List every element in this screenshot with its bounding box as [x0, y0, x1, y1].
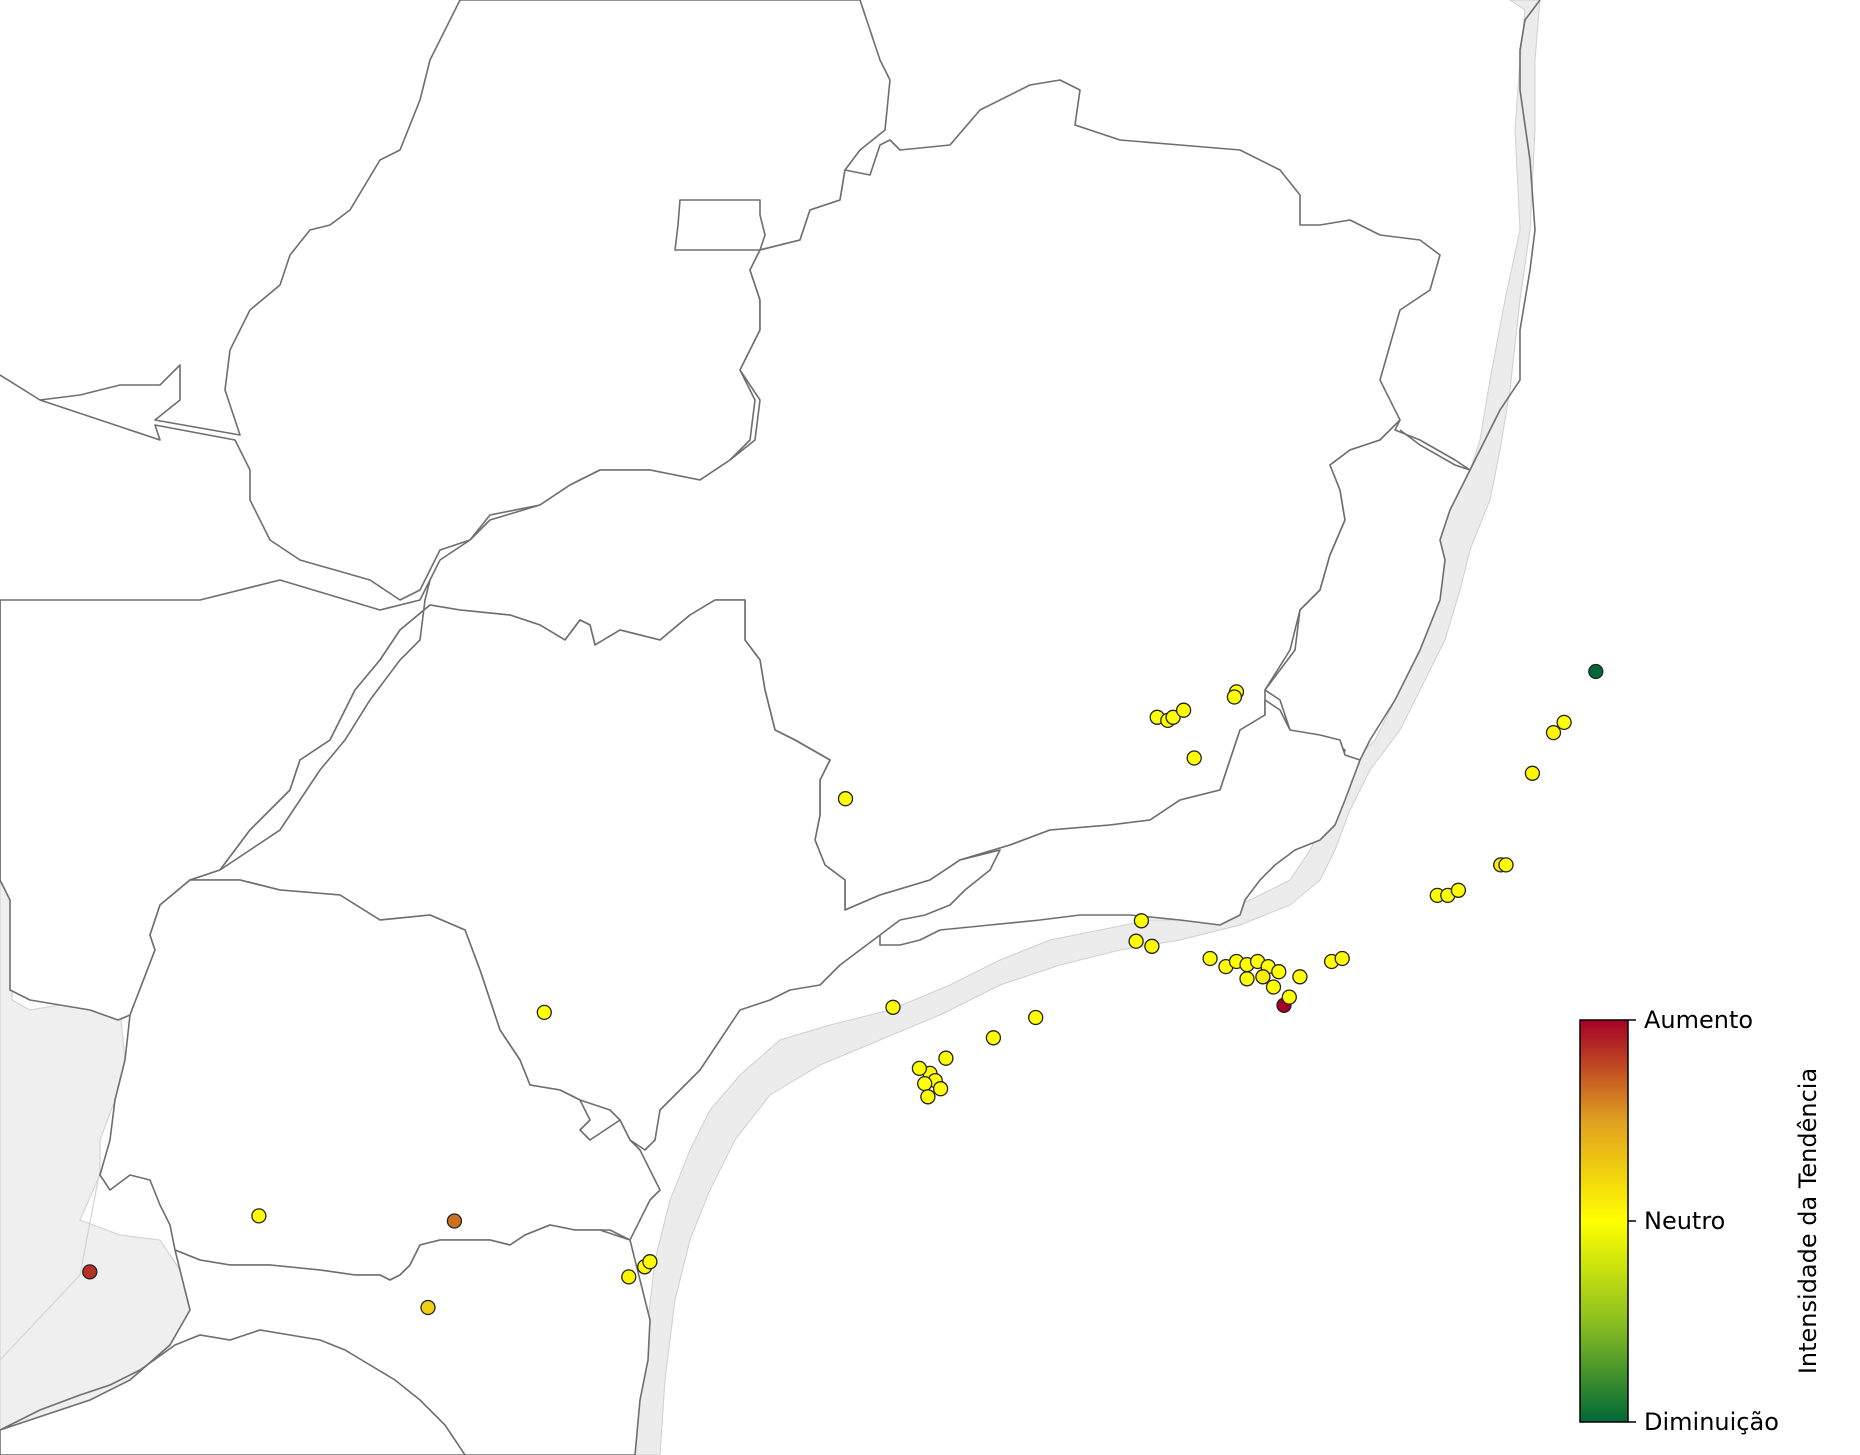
- station-marker: [1588, 663, 1604, 680]
- station-marker: [911, 1060, 928, 1077]
- station-marker: [932, 1081, 949, 1097]
- station-marker: [420, 1299, 436, 1316]
- state-espirito-santo: [1264, 419, 1471, 771]
- station-marker: [642, 1254, 658, 1270]
- state-parana: [99, 879, 661, 1281]
- state-federal-district: [674, 199, 766, 251]
- station-marker: [837, 791, 854, 807]
- station-marker: [536, 1004, 552, 1021]
- station-marker: [1028, 1009, 1044, 1026]
- station-marker: [1128, 933, 1144, 949]
- station-marker: [985, 1030, 1002, 1046]
- station-marker: [1133, 913, 1150, 929]
- station-markers: [82, 663, 1604, 1316]
- station-marker: [1175, 702, 1192, 718]
- station-marker: [82, 1264, 98, 1280]
- border-bahia-espirito-santo: [1399, 0, 1541, 471]
- station-marker: [1556, 714, 1572, 731]
- station-marker: [1255, 969, 1271, 985]
- station-marker: [1292, 969, 1308, 985]
- colorbar-title: Intensidade da Tendência: [1794, 1068, 1822, 1374]
- neighbor-border-line: [79, 1169, 101, 1276]
- station-marker: [1226, 689, 1243, 705]
- station-marker: [1498, 857, 1514, 873]
- station-marker: [1202, 950, 1218, 967]
- border-santa-catarina-rio-grande-do-sul: [0, 1329, 466, 1455]
- station-marker: [920, 1089, 936, 1105]
- station-marker: [1334, 950, 1350, 967]
- station-marker: [1186, 750, 1202, 766]
- station-marker: [251, 1208, 267, 1224]
- station-marker: [1144, 938, 1160, 954]
- station-marker: [1450, 882, 1467, 898]
- station-marker: [885, 999, 901, 1015]
- station-marker: [1524, 765, 1541, 781]
- neighbor-border-line: [0, 1274, 81, 1361]
- colorbar-ticks: Aumento Neutro Diminuição: [1628, 1006, 1779, 1436]
- colorbar-tick-label: Aumento: [1644, 1006, 1753, 1034]
- station-marker: [1265, 979, 1282, 995]
- station-marker: [917, 1075, 933, 1092]
- station-marker: [1545, 724, 1562, 741]
- border-goias-mato-grosso-do-sul: [0, 579, 431, 880]
- state-santa-catarina: [0, 1224, 651, 1455]
- colorbar-tick-label: Neutro: [1644, 1207, 1725, 1235]
- station-marker: [446, 1213, 463, 1229]
- colorbar-gradient: [1579, 1019, 1629, 1423]
- station-marker: [621, 1269, 637, 1285]
- station-marker: [1165, 709, 1181, 725]
- colorbar-tick-label: Diminuição: [1644, 1408, 1779, 1436]
- station-marker: [1281, 989, 1297, 1005]
- station-marker: [1271, 964, 1287, 980]
- colorbar: Aumento Neutro Diminuição Intensidade da T…: [1579, 1006, 1822, 1436]
- station-marker: [1239, 971, 1255, 987]
- station-marker: [938, 1050, 954, 1066]
- state-rio-de-janeiro: [879, 699, 1361, 946]
